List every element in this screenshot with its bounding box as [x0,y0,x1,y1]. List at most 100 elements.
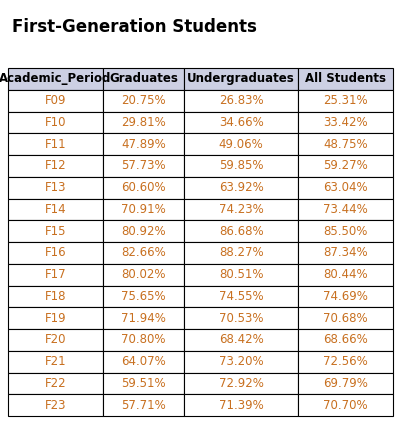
Text: F16: F16 [45,246,66,259]
Bar [298,307,393,329]
Text: 49.06%: 49.06% [219,138,263,151]
Text: F22: F22 [45,377,66,390]
Text: F21: F21 [45,355,66,368]
Text: 82.66%: 82.66% [121,246,166,259]
Bar [184,133,298,155]
Text: F10: F10 [45,116,66,129]
Text: 64.07%: 64.07% [121,355,166,368]
Bar [103,373,184,394]
Bar [8,220,103,242]
Text: Undergraduates: Undergraduates [187,72,295,85]
Text: 63.04%: 63.04% [323,181,368,194]
Bar [8,155,103,177]
Text: F19: F19 [45,312,66,325]
Bar [103,220,184,242]
Text: 80.44%: 80.44% [323,268,368,281]
Bar [8,394,103,416]
Text: 70.80%: 70.80% [121,333,166,346]
Bar [298,133,393,155]
Text: 33.42%: 33.42% [323,116,368,129]
Bar [184,177,298,198]
Bar [184,394,298,416]
Text: F11: F11 [45,138,66,151]
Text: 80.92%: 80.92% [121,225,166,237]
Text: 34.66%: 34.66% [219,116,263,129]
Text: 73.20%: 73.20% [219,355,263,368]
Text: 74.23%: 74.23% [219,203,263,216]
Bar [8,373,103,394]
Text: 29.81%: 29.81% [121,116,166,129]
Text: First-Generation Students: First-Generation Students [12,18,257,36]
Bar [184,112,298,133]
Bar [184,351,298,373]
Text: 72.56%: 72.56% [323,355,368,368]
Text: 26.83%: 26.83% [219,94,263,107]
Text: 71.39%: 71.39% [219,399,263,412]
Text: 48.75%: 48.75% [323,138,368,151]
Text: 80.51%: 80.51% [219,268,263,281]
Text: 25.31%: 25.31% [323,94,368,107]
Text: All Students: All Students [305,72,386,85]
Bar [103,242,184,264]
Text: 74.55%: 74.55% [219,290,263,303]
Bar [184,242,298,264]
Text: 57.73%: 57.73% [121,160,166,172]
Bar [103,198,184,220]
Text: 71.94%: 71.94% [121,312,166,325]
Text: F18: F18 [45,290,66,303]
Bar [184,220,298,242]
Bar [103,351,184,373]
Bar [103,307,184,329]
Bar [8,133,103,155]
Bar [103,133,184,155]
Bar [8,68,103,90]
Text: Academic_Period: Academic_Period [0,72,111,85]
Text: 63.92%: 63.92% [219,181,263,194]
Bar [298,68,393,90]
Text: 70.53%: 70.53% [219,312,263,325]
Text: F23: F23 [45,399,66,412]
Bar [298,242,393,264]
Bar [298,198,393,220]
Text: 70.91%: 70.91% [121,203,166,216]
Bar [103,285,184,307]
Text: F15: F15 [45,225,66,237]
Bar [298,177,393,198]
Text: 85.50%: 85.50% [324,225,368,237]
Text: F09: F09 [45,94,66,107]
Bar [184,329,298,351]
Bar [8,285,103,307]
Text: 69.79%: 69.79% [323,377,368,390]
Bar [184,373,298,394]
Text: 75.65%: 75.65% [121,290,166,303]
Text: 80.02%: 80.02% [121,268,166,281]
Bar [103,90,184,112]
Bar [298,112,393,133]
Bar [8,329,103,351]
Text: 59.85%: 59.85% [219,160,263,172]
Bar [298,351,393,373]
Bar [8,351,103,373]
Text: 86.68%: 86.68% [219,225,263,237]
Text: 72.92%: 72.92% [219,377,263,390]
Text: 68.42%: 68.42% [219,333,263,346]
Bar [298,155,393,177]
Bar [298,90,393,112]
Bar [184,285,298,307]
Bar [184,198,298,220]
Text: 87.34%: 87.34% [323,246,368,259]
Text: 47.89%: 47.89% [121,138,166,151]
Bar [103,329,184,351]
Bar [298,373,393,394]
Bar [298,394,393,416]
Bar [8,90,103,112]
Bar [184,68,298,90]
Text: 73.44%: 73.44% [323,203,368,216]
Text: 68.66%: 68.66% [323,333,368,346]
Text: 59.27%: 59.27% [323,160,368,172]
Text: 70.68%: 70.68% [323,312,368,325]
Text: 74.69%: 74.69% [323,290,368,303]
Text: F13: F13 [45,181,66,194]
Bar [8,198,103,220]
Text: 70.70%: 70.70% [323,399,368,412]
